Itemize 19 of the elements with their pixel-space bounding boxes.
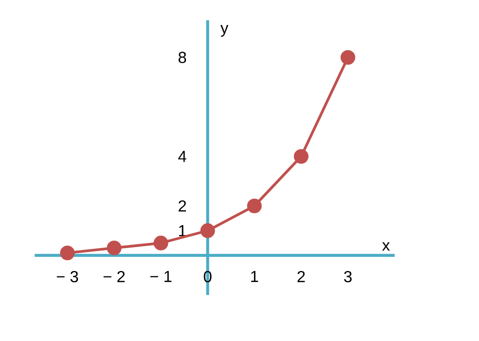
- point: [200, 223, 215, 238]
- x-tick-label: 1: [251, 270, 258, 282]
- x-tick-label: 2: [298, 270, 305, 282]
- x-tick-label: − 2: [104, 270, 125, 282]
- point: [294, 149, 308, 164]
- y-tick-label: 2: [178, 200, 186, 212]
- y-tick-label: 4: [178, 150, 186, 162]
- point: [60, 246, 75, 260]
- y-axis-title: y: [220, 24, 228, 37]
- point: [340, 50, 356, 65]
- y-tick-label: 1: [179, 225, 186, 236]
- point: [106, 240, 122, 256]
- point: [247, 198, 262, 214]
- point: [154, 236, 168, 250]
- x-tick-label: − 3: [56, 270, 78, 282]
- y-tick-label: 8: [178, 52, 186, 64]
- x-axis-title: x: [382, 242, 390, 251]
- x-tick-label: 3: [344, 270, 352, 282]
- x-tick-label: − 1: [150, 270, 172, 282]
